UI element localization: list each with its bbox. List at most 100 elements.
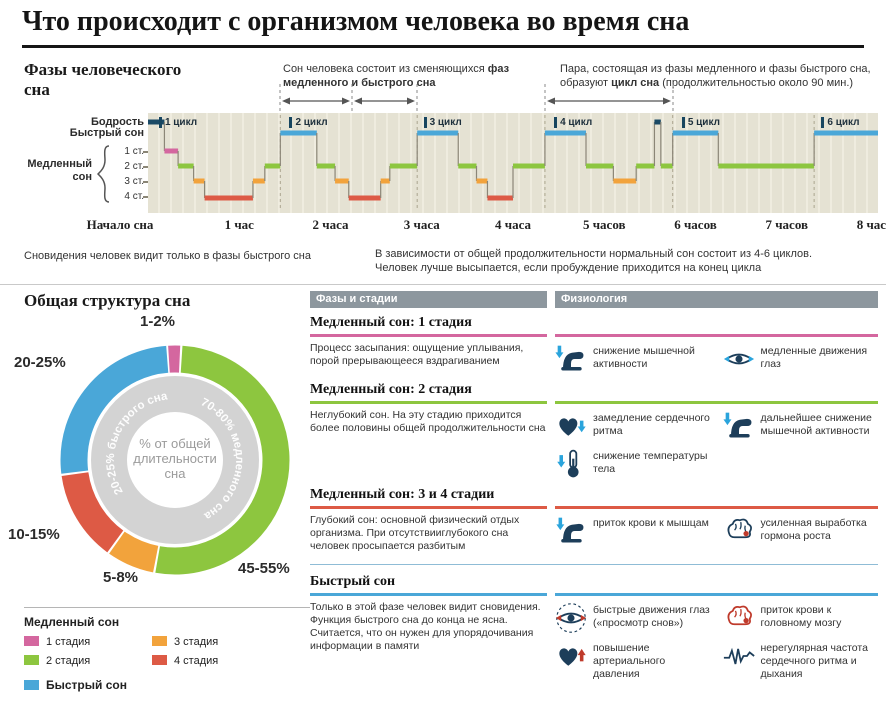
segment-s2 — [660, 163, 673, 169]
growth-hormone-brain-icon — [723, 515, 755, 547]
physiology-item: усиленная выработка гормона роста — [723, 515, 879, 547]
legend-slow-sleep-header: Медленный сон — [24, 615, 120, 629]
physiology-text: нерегулярная частота сердечного ритма и … — [760, 642, 868, 681]
physiology-item: дальнейшее снижение мышечной активности — [722, 410, 879, 442]
segment-s2 — [178, 163, 194, 169]
donut-slice-Быстрый сон — [60, 345, 290, 575]
structure-section-heading: Общая структура сна — [24, 291, 191, 310]
axis-label-wake: Бодрость — [90, 116, 144, 128]
segment-s3 — [193, 178, 205, 184]
physiology-text: снижение температуры тела — [593, 450, 708, 476]
phase-description: Только в этой фазе человек видит сновиде… — [310, 601, 541, 653]
annotation1-text: Сон человека состоит из сменяющихся — [283, 63, 488, 75]
cycle-label: 5 цикл — [681, 117, 720, 128]
legend: Медленный сон 1 стадия 2 стадия 3 стадия 4 … — [24, 607, 310, 692]
annotation-arrows — [0, 84, 886, 114]
physiology-text: приток крови к мышцам — [593, 517, 709, 529]
donut-value-label: 1-2% — [140, 313, 176, 330]
legend-item-label: 1 стадия — [46, 636, 91, 648]
phase-color-rule — [555, 401, 878, 404]
segment-s3 — [252, 178, 265, 184]
x-axis-label: 5 часов — [582, 217, 626, 232]
x-axis-label: 3 часа — [403, 217, 440, 232]
x-axis-label: Начало сна — [86, 217, 154, 232]
muscle-activity-down-icon — [722, 410, 755, 442]
phase-color-rule — [555, 593, 878, 597]
physiology-item: медленные движения глаз — [723, 343, 879, 375]
section-divider — [0, 284, 886, 285]
x-axis-label: 1 час — [224, 217, 254, 232]
blood-to-muscles-icon — [555, 515, 587, 547]
segment-s2 — [264, 163, 281, 169]
legend-rem-label: Быстрый сон — [46, 678, 127, 692]
segment-s2 — [586, 163, 614, 169]
physiology-text: приток крови к головному мозгу — [760, 604, 842, 630]
physiology-item: нерегулярная частота сердечного ритма и … — [723, 640, 879, 681]
legend-item: 1 стадия — [24, 636, 152, 648]
physiology-text: замедление сердечного ритма — [593, 412, 710, 438]
legend-color-chip — [24, 655, 39, 665]
phase-title: Медленный сон: 3 и 4 стадии — [310, 487, 495, 502]
legend-item-label: 4 стадия — [174, 655, 219, 667]
temperature-down-icon — [555, 448, 587, 480]
x-axis-label: 2 часа — [312, 217, 349, 232]
page-title: Что происходит с организмом человека во … — [22, 6, 864, 48]
segment-rem — [417, 130, 459, 136]
physiology-text: усиленная выработка гормона роста — [760, 517, 867, 543]
legend-item-label: 2 стадия — [46, 655, 91, 667]
irregular-rhythm-icon — [723, 640, 755, 672]
physiology-item: снижение температуры тела — [555, 448, 711, 480]
phase-color-rule — [555, 506, 878, 509]
stage-axis-label: 3 ст. — [124, 176, 144, 187]
blood-pressure-up-icon — [555, 640, 587, 672]
segment-s3 — [476, 178, 488, 184]
physiology-item: быстрые движения глаз («просмотр снов») — [555, 602, 711, 634]
annotation2-text: Пара, состоящая из фазы медленного и фаз… — [560, 63, 871, 90]
physiology-text: быстрые движения глаз («просмотр снов») — [593, 604, 710, 630]
segment-s3 — [613, 178, 637, 184]
physiology-text: дальнейшее снижение мышечной активности — [760, 412, 872, 438]
segment-s2 — [389, 163, 418, 169]
annotation1-bold: фаз медленного и быстрого сна — [283, 63, 510, 90]
axis-label-rem: Быстрый сон — [69, 127, 144, 139]
cycle-label: 4 цикл — [554, 117, 592, 128]
slow-heart-rate-icon — [555, 410, 587, 442]
physiology-item: приток крови к мышцам — [555, 515, 711, 547]
hypnogram-chart: 1 цикл 2 цикл 3 цикл 4 цикл 5 цикл 6 цикл — [148, 113, 878, 213]
muscle-activity-down-icon — [555, 343, 587, 375]
segment-s2 — [718, 163, 815, 169]
phase-description: Неглубокий сон. На эту стадию приходится… — [310, 409, 546, 435]
slow-eye-movement-icon — [723, 343, 755, 375]
segment-s4 — [487, 195, 513, 201]
table-header-phases: Фазы и стадии — [310, 291, 547, 308]
physiology-item: повышение артериального давления — [555, 640, 711, 681]
phase-description: Глубокий сон: основной физический отдых … — [310, 514, 520, 553]
blood-to-brain-icon — [723, 602, 755, 634]
physiology-item: приток крови к головному мозгу — [723, 602, 879, 634]
legend-item-label: 3 стадия — [174, 636, 219, 648]
segment-s3 — [335, 178, 349, 184]
segment-s2 — [513, 163, 545, 169]
segment-s3 — [380, 178, 390, 184]
stage-axis-label: 1 ст. — [124, 146, 144, 157]
phase-color-rule — [310, 506, 547, 509]
table-row: Быстрый сон Только в этой фазе человек в… — [310, 564, 878, 681]
phase-color-rule — [310, 593, 547, 597]
annotation-cycle-phases: Сон человека состоит из сменяющихся фаз … — [283, 62, 521, 91]
phase-title: Медленный сон: 1 стадия — [310, 315, 472, 330]
legend-stage-items: 1 стадия 2 стадия 3 стадия 4 стадия — [24, 636, 310, 667]
segment-rem — [814, 130, 878, 136]
segment-s2 — [458, 163, 477, 169]
phase-color-rule — [555, 334, 878, 337]
donut-slice-2 стадия — [60, 345, 290, 575]
table-header-physiology: Физиология — [555, 291, 878, 308]
phase-title: Быстрый сон — [310, 574, 396, 590]
annotation2-text-end: (продолжительностью около 90 мин.) — [659, 77, 854, 90]
legend-item: 4 стадия — [152, 655, 280, 667]
table-row: Медленный сон: 2 стадия Неглубокий сон. … — [310, 381, 878, 480]
donut-value-label: 10-15% — [8, 526, 60, 543]
legend-color-chip — [24, 636, 39, 646]
annotation2-bold: цикл сна — [611, 77, 660, 90]
